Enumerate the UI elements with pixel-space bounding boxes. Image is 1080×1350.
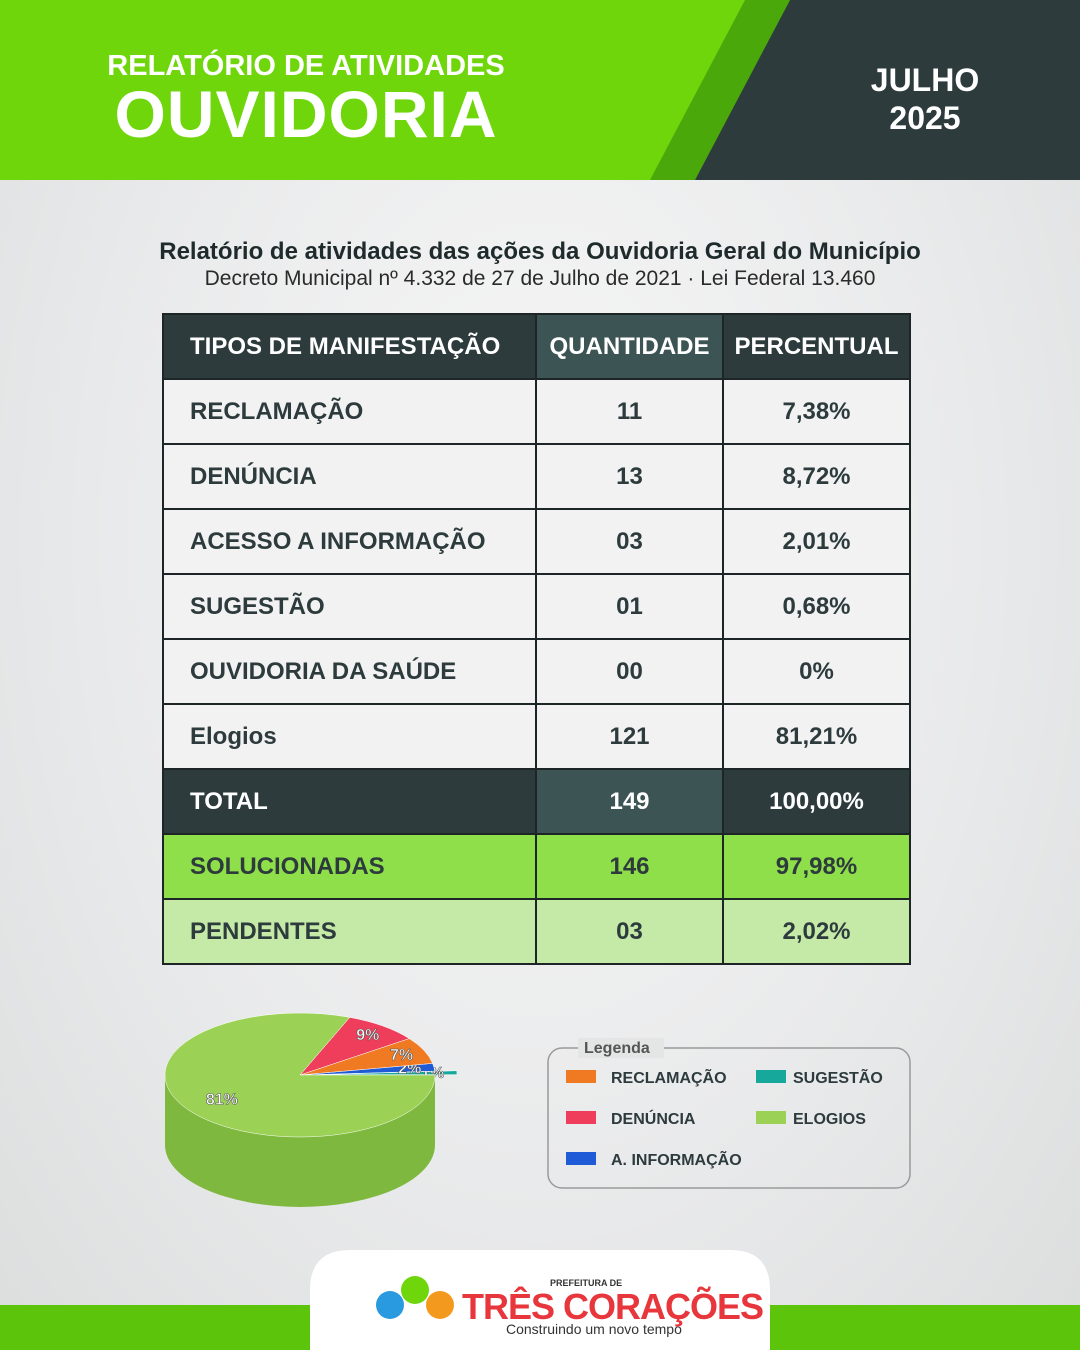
table-cell: 121 <box>535 703 724 770</box>
table-cell: 2,02% <box>722 898 911 965</box>
table-cell: 97,98% <box>722 833 911 900</box>
table-cell: Elogios <box>162 703 537 770</box>
table-cell: 100,00% <box>722 768 911 835</box>
header-month: JULHO <box>870 62 980 98</box>
header-year: 2025 <box>889 100 961 136</box>
table-cell: OUVIDORIA DA SAÚDE <box>162 638 537 705</box>
legend-label: DENÚNCIA <box>611 1109 696 1128</box>
legend-label: SUGESTÃO <box>793 1067 883 1087</box>
legend-title-bg <box>578 1038 664 1058</box>
table-cell: 01 <box>535 573 724 640</box>
legend-title: Legenda <box>584 1040 650 1057</box>
legend-box <box>547 1047 911 1189</box>
table-cell: 149 <box>535 768 724 835</box>
decree: Decreto Municipal nº 4.332 de 27 de Julh… <box>204 267 876 290</box>
subtitle: Relatório de atividades das ações da Ouv… <box>159 238 921 265</box>
table: TIPOS DE MANIFESTAÇÃO QUANTIDADE PERCENTUA… <box>162 313 911 965</box>
table-cell: 2,01% <box>722 508 911 575</box>
legend-label: A. INFORMAÇÃO <box>611 1149 742 1169</box>
table-cell: 03 <box>535 898 724 965</box>
table-cell: PERCENTUAL <box>722 313 911 380</box>
table-cell: DENÚNCIA <box>162 443 537 510</box>
table-cell: SOLUCIONADAS <box>162 833 537 900</box>
pie-slice <box>164 1012 436 1138</box>
table-row: RECLAMAÇÃO 11 7,38% <box>162 378 911 445</box>
table-row: TOTAL 149 100,00% <box>162 768 911 835</box>
table-cell: 0,68% <box>722 573 911 640</box>
pie-label: 9% <box>356 1027 379 1044</box>
table-cell: 03 <box>535 508 724 575</box>
logo-prefix: PREFEITURA DE <box>550 1278 623 1288</box>
table-cell: 13 <box>535 443 724 510</box>
table-row: ACESSO A INFORMAÇÃO 03 2,01% <box>162 508 911 575</box>
table-row: Elogios 121 81,21% <box>162 703 911 770</box>
table-row: OUVIDORIA DA SAÚDE 00 0% <box>162 638 911 705</box>
table-cell: 7,38% <box>722 378 911 445</box>
table-cell: TIPOS DE MANIFESTAÇÃO <box>162 313 537 380</box>
table-cell: PENDENTES <box>162 898 537 965</box>
table-cell: 8,72% <box>722 443 911 510</box>
table-cell: TOTAL <box>162 768 537 835</box>
table-cell: 0% <box>722 638 911 705</box>
legend-swatch <box>756 1111 786 1124</box>
table-row: SUGESTÃO 01 0,68% <box>162 573 911 640</box>
logo-tagline: Construindo um novo tempo <box>506 1321 682 1337</box>
table-cell: 11 <box>535 378 724 445</box>
legend-swatch <box>756 1070 786 1083</box>
table-row: TIPOS DE MANIFESTAÇÃO QUANTIDADE PERCENTUA… <box>162 313 911 380</box>
table-cell: 00 <box>535 638 724 705</box>
table-row: DENÚNCIA 13 8,72% <box>162 443 911 510</box>
table-cell: SUGESTÃO <box>162 573 537 640</box>
table-cell: RECLAMAÇÃO <box>162 378 537 445</box>
legend-label: ELOGIOS <box>793 1111 866 1128</box>
legend-swatch <box>566 1111 596 1124</box>
pie-label: 81% <box>206 1091 238 1108</box>
legend-label: RECLAMAÇÃO <box>611 1067 727 1087</box>
table-cell: 146 <box>535 833 724 900</box>
table-cell: ACESSO A INFORMAÇÃO <box>162 508 537 575</box>
pie-label: 7% <box>390 1047 413 1064</box>
legend-swatch <box>566 1070 596 1083</box>
logo-name: TRÊS CORAÇÕES <box>462 1286 764 1327</box>
pie-slice <box>321 1070 458 1075</box>
table-cell: 81,21% <box>722 703 911 770</box>
table-row: SOLUCIONADAS 146 97,98% <box>162 833 911 900</box>
header-title: RELATÓRIO DE ATIVIDADES <box>107 50 505 82</box>
legend-swatch <box>566 1152 596 1165</box>
table-row: PENDENTES 03 2,02% <box>162 898 911 965</box>
table-cell: QUANTIDADE <box>535 313 724 380</box>
header-main: OUVIDORIA <box>114 77 498 151</box>
